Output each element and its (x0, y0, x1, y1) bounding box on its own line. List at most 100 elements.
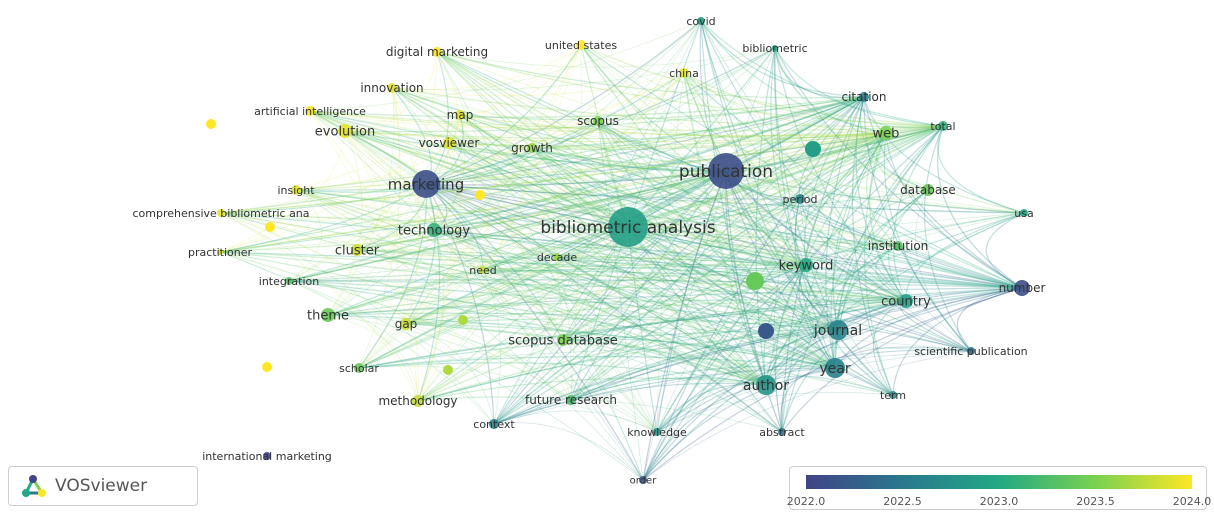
node-label[interactable]: marketing (388, 175, 464, 193)
node-scientific-publication[interactable] (967, 347, 975, 355)
node-bubble[interactable] (262, 362, 272, 372)
node-label[interactable]: united states (545, 39, 617, 52)
node-label[interactable]: international marketing (202, 450, 332, 463)
node-label[interactable]: future research (525, 393, 617, 407)
node-insight[interactable] (291, 185, 301, 195)
node-scopus-database[interactable] (557, 334, 569, 346)
node-label[interactable]: abstract (759, 426, 805, 439)
node-institution[interactable] (893, 241, 903, 251)
node-label[interactable]: total (930, 120, 955, 133)
node-label[interactable]: country (881, 295, 931, 310)
node-artificial-intelligence[interactable] (305, 106, 315, 116)
node-international-marketing[interactable] (263, 452, 271, 460)
node-journal[interactable] (828, 320, 848, 340)
node-bibliometric[interactable] (772, 45, 778, 51)
node-label[interactable]: institution (868, 239, 929, 253)
node-label[interactable]: gap (395, 317, 418, 331)
node-bubble[interactable] (443, 365, 453, 375)
node-label[interactable]: publication (679, 162, 773, 182)
node-label[interactable]: citation (842, 90, 887, 104)
node-need[interactable] (479, 266, 487, 274)
node-label[interactable]: keyword (779, 259, 834, 274)
node-label[interactable]: term (880, 389, 906, 402)
node-country[interactable] (899, 294, 913, 308)
node-label[interactable]: integration (259, 275, 319, 288)
node-bubble[interactable] (265, 222, 275, 232)
node-label[interactable]: innovation (360, 81, 423, 95)
node-decade[interactable] (553, 253, 561, 261)
node-united-states[interactable] (576, 40, 586, 50)
node-bubble[interactable] (458, 315, 468, 325)
node-label[interactable]: journal (813, 323, 862, 339)
node-label[interactable]: cluster (335, 244, 380, 259)
node-year[interactable] (825, 358, 845, 378)
node-order[interactable] (639, 476, 647, 484)
node-label[interactable]: china (669, 67, 699, 80)
node-label[interactable]: methodology (378, 394, 457, 408)
node-label[interactable]: bibliometric analysis (540, 218, 715, 238)
node-label[interactable]: year (819, 361, 850, 377)
node-label[interactable]: digital marketing (386, 45, 488, 59)
node-evolution[interactable] (338, 124, 352, 138)
node-number[interactable] (1014, 280, 1030, 296)
node-marketing[interactable] (412, 170, 440, 198)
node-total[interactable] (938, 121, 948, 131)
node-label[interactable]: web (873, 127, 900, 142)
node-publication[interactable] (708, 153, 744, 189)
node-label[interactable]: decade (537, 251, 578, 264)
node-label[interactable]: knowledge (627, 426, 687, 439)
node-label[interactable]: database (900, 183, 956, 197)
node-keyword[interactable] (799, 258, 813, 272)
node-digital-marketing[interactable] (432, 47, 442, 57)
node-label[interactable]: scholar (339, 362, 379, 375)
node-cluster[interactable] (351, 244, 363, 256)
node-author[interactable] (756, 375, 776, 395)
node-map[interactable] (455, 110, 465, 120)
node-label[interactable]: insight (277, 184, 315, 197)
node-innovation[interactable] (387, 83, 397, 93)
node-citation[interactable] (859, 92, 869, 102)
node-label[interactable]: technology (398, 224, 470, 239)
node-bubble[interactable] (805, 141, 821, 157)
node-technology[interactable] (427, 223, 441, 237)
node-bubble[interactable] (475, 190, 485, 200)
node-scholar[interactable] (354, 363, 364, 373)
node-term[interactable] (889, 391, 897, 399)
node-label[interactable]: map (447, 108, 474, 122)
node-label[interactable]: order (630, 476, 658, 487)
node-label[interactable]: period (782, 193, 817, 206)
node-bubble[interactable] (746, 272, 764, 290)
node-label[interactable]: scopus (577, 114, 619, 128)
node-label[interactable]: number (999, 281, 1046, 295)
node-covid[interactable] (697, 17, 705, 25)
node-label[interactable]: scientific publication (914, 345, 1027, 358)
node-label[interactable]: scopus database (508, 334, 618, 349)
node-label[interactable]: evolution (315, 125, 375, 140)
node-practitioner[interactable] (217, 249, 223, 255)
node-growth[interactable] (527, 143, 537, 153)
node-label[interactable]: need (469, 264, 497, 277)
node-vosviewer[interactable] (443, 137, 455, 149)
node-bubble[interactable] (206, 119, 216, 129)
node-label[interactable]: context (473, 418, 515, 431)
node-methodology[interactable] (412, 395, 424, 407)
node-abstract[interactable] (778, 428, 786, 436)
node-comprehensive[interactable] (217, 209, 225, 217)
node-label[interactable]: bibliometric (742, 42, 807, 55)
node-bibliometric-analysis[interactable] (608, 207, 648, 247)
node-period[interactable] (795, 194, 805, 204)
node-label[interactable]: theme (307, 309, 349, 324)
node-usa[interactable] (1020, 209, 1028, 217)
node-future-research[interactable] (566, 395, 576, 405)
node-label[interactable]: author (743, 378, 789, 394)
node-label[interactable]: comprehensive bibliometric ana (132, 207, 309, 220)
node-label[interactable]: growth (511, 141, 553, 155)
node-label[interactable]: artificial intelligence (254, 105, 366, 118)
node-label[interactable]: vosviewer (419, 136, 480, 150)
node-database[interactable] (922, 184, 934, 196)
node-theme[interactable] (321, 308, 335, 322)
node-china[interactable] (679, 68, 689, 78)
node-scopus[interactable] (593, 116, 603, 126)
node-label[interactable]: usa (1014, 207, 1033, 220)
